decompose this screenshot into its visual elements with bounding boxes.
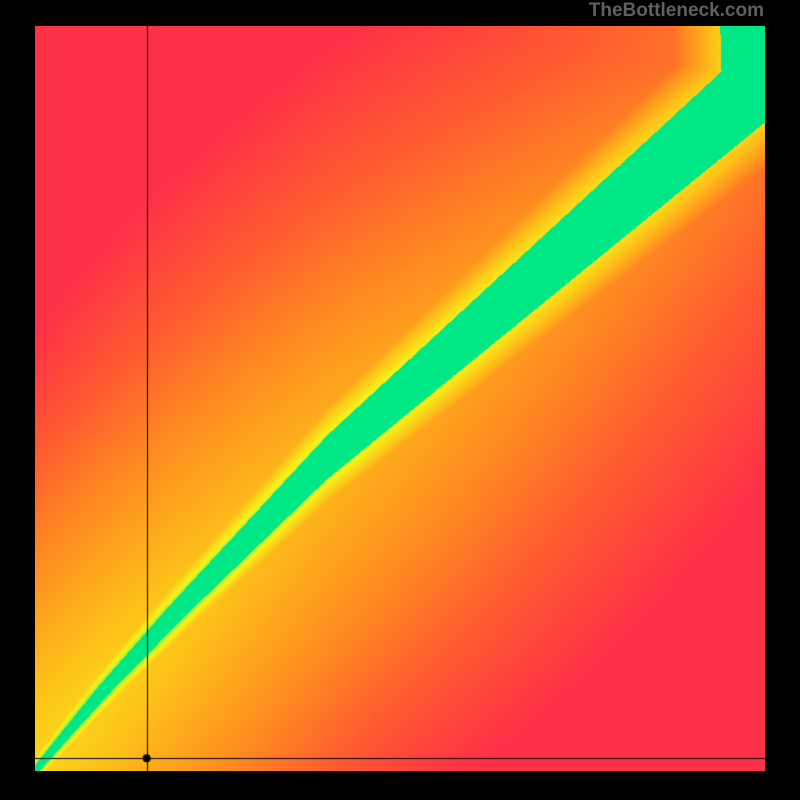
watermark-text: TheBottleneck.com [589, 0, 764, 22]
bottleneck-heatmap [35, 26, 765, 771]
chart-container: TheBottleneck.com [0, 0, 800, 800]
